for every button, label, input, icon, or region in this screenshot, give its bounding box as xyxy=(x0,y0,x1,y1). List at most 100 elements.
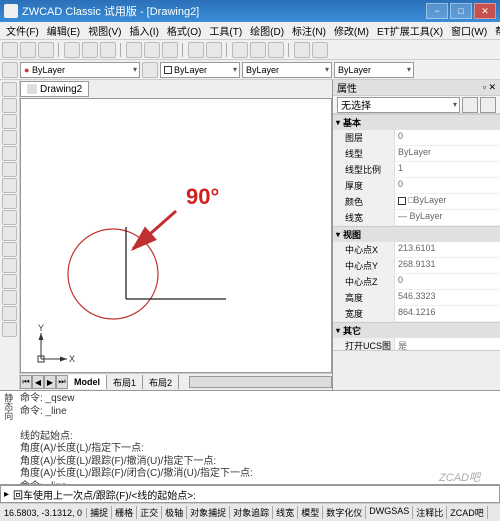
cut-icon[interactable] xyxy=(126,42,142,58)
color-combo[interactable]: ByLayer xyxy=(160,62,240,78)
preview-icon[interactable] xyxy=(82,42,98,58)
sheet-last-button[interactable]: ⏭ xyxy=(56,375,68,389)
menu-item[interactable]: 文件(F) xyxy=(2,23,43,38)
menu-item[interactable]: 窗口(W) xyxy=(447,23,491,38)
prop-row[interactable]: 线型ByLayer xyxy=(333,146,500,162)
prop-value[interactable]: 864.1216 xyxy=(395,306,500,321)
minimize-button[interactable]: − xyxy=(426,3,448,19)
status-toggle[interactable]: 注释比 xyxy=(413,506,447,519)
prop-row[interactable]: 中心点Z0 xyxy=(333,274,500,290)
redo-icon[interactable] xyxy=(206,42,222,58)
color-icon[interactable] xyxy=(142,62,158,78)
prop-row[interactable]: 中心点X213.6101 xyxy=(333,242,500,258)
prop-value[interactable]: 0 xyxy=(395,178,500,193)
prop-row[interactable]: 宽度864.1216 xyxy=(333,306,500,322)
prop-value[interactable]: 是 xyxy=(395,338,500,350)
sheet-prev-button[interactable]: ◀ xyxy=(32,375,44,389)
region-icon[interactable] xyxy=(2,274,17,289)
prop-row[interactable]: 厚度0 xyxy=(333,178,500,194)
arc-icon[interactable] xyxy=(2,146,17,161)
prop-row[interactable]: 打开UCS图标是 xyxy=(333,338,500,350)
prop-row[interactable]: 图层0 xyxy=(333,130,500,146)
undo-icon[interactable] xyxy=(188,42,204,58)
point-icon[interactable] xyxy=(2,242,17,257)
ellipse-icon[interactable] xyxy=(2,194,17,209)
properties-close-icon[interactable]: ✕ xyxy=(488,82,496,92)
zoom-icon[interactable] xyxy=(250,42,266,58)
menu-item[interactable]: 帮助(H) xyxy=(491,23,500,38)
ellipsearc-icon[interactable] xyxy=(2,210,17,225)
selection-combo[interactable]: 无选择 xyxy=(337,97,460,113)
plot-icon[interactable] xyxy=(100,42,116,58)
lineweight-combo[interactable]: ByLayer xyxy=(334,62,414,78)
prop-value[interactable]: ByLayer xyxy=(395,146,500,161)
layout-tab[interactable]: Model xyxy=(68,375,107,389)
polygon-icon[interactable] xyxy=(2,114,17,129)
spline-icon[interactable] xyxy=(2,178,17,193)
status-toggle[interactable]: 对象追踪 xyxy=(230,506,273,519)
status-toggle[interactable]: DWGSAS xyxy=(366,506,413,519)
linetype-combo[interactable]: ByLayer xyxy=(242,62,332,78)
prop-value[interactable]: 546.3323 xyxy=(395,290,500,305)
pickadd-icon[interactable] xyxy=(480,97,496,113)
props-icon[interactable] xyxy=(294,42,310,58)
sheet-next-button[interactable]: ▶ xyxy=(44,375,56,389)
polyline-icon[interactable] xyxy=(2,98,17,113)
layer-combo[interactable]: ● ByLayer xyxy=(20,62,140,78)
open-icon[interactable] xyxy=(20,42,36,58)
prop-value[interactable]: □ByLayer xyxy=(395,194,500,209)
print-icon[interactable] xyxy=(64,42,80,58)
prop-row[interactable]: 颜色□ByLayer xyxy=(333,194,500,210)
drawing-canvas[interactable]: 90°XY xyxy=(20,98,332,373)
paste-icon[interactable] xyxy=(162,42,178,58)
prop-group[interactable]: 其它 xyxy=(333,322,500,338)
menu-item[interactable]: 标注(N) xyxy=(288,23,330,38)
command-input[interactable]: ▸回车使用上一次点/跟踪(F)/<线的起始点>: xyxy=(0,485,500,503)
pan-icon[interactable] xyxy=(232,42,248,58)
layer-mgr-icon[interactable] xyxy=(2,62,18,78)
status-toggle[interactable]: 模型 xyxy=(298,506,323,519)
maximize-button[interactable]: □ xyxy=(450,3,472,19)
prop-value[interactable]: 213.6101 xyxy=(395,242,500,257)
circle-icon[interactable] xyxy=(2,162,17,177)
rect-icon[interactable] xyxy=(2,130,17,145)
status-toggle[interactable]: 捕捉 xyxy=(87,506,112,519)
mtext-icon[interactable] xyxy=(2,306,17,321)
prop-row[interactable]: 高度546.3323 xyxy=(333,290,500,306)
prop-row[interactable]: 线型比例1 xyxy=(333,162,500,178)
prop-value[interactable]: 268.9131 xyxy=(395,258,500,273)
status-toggle[interactable]: 极轴 xyxy=(162,506,187,519)
menu-item[interactable]: 绘图(D) xyxy=(246,23,288,38)
prop-group[interactable]: 基本 xyxy=(333,114,500,130)
menu-item[interactable]: ET扩展工具(X) xyxy=(373,23,447,38)
prop-group[interactable]: 视图 xyxy=(333,226,500,242)
help-icon[interactable] xyxy=(312,42,328,58)
menu-item[interactable]: 修改(M) xyxy=(330,23,373,38)
prop-value[interactable]: 0 xyxy=(395,130,500,145)
layout-tab[interactable]: 布局2 xyxy=(143,375,179,389)
text-icon[interactable] xyxy=(2,290,17,305)
status-toggle[interactable]: 栅格 xyxy=(112,506,137,519)
status-toggle[interactable]: ZCAD吧 xyxy=(447,506,488,519)
menu-item[interactable]: 插入(I) xyxy=(125,23,162,38)
prop-value[interactable]: — ByLayer xyxy=(395,210,500,225)
new-icon[interactable] xyxy=(2,42,18,58)
menu-item[interactable]: 工具(T) xyxy=(205,23,246,38)
status-toggle[interactable]: 线宽 xyxy=(273,506,298,519)
quickselect-icon[interactable] xyxy=(462,97,478,113)
line-icon[interactable] xyxy=(2,82,17,97)
table-icon[interactable] xyxy=(2,322,17,337)
block-icon[interactable] xyxy=(2,226,17,241)
status-toggle[interactable]: 数字化仪 xyxy=(323,506,366,519)
status-toggle[interactable]: 正交 xyxy=(137,506,162,519)
sheet-first-button[interactable]: ⏮ xyxy=(20,375,32,389)
menu-item[interactable]: 格式(O) xyxy=(163,23,205,38)
status-toggle[interactable]: 对象捕捉 xyxy=(187,506,230,519)
prop-row[interactable]: 中心点Y268.9131 xyxy=(333,258,500,274)
close-button[interactable]: ✕ xyxy=(474,3,496,19)
prop-value[interactable]: 1 xyxy=(395,162,500,177)
prop-row[interactable]: 线宽— ByLayer xyxy=(333,210,500,226)
copy-icon[interactable] xyxy=(144,42,160,58)
doc-tab[interactable]: Drawing2 xyxy=(20,81,89,97)
hatch-icon[interactable] xyxy=(2,258,17,273)
